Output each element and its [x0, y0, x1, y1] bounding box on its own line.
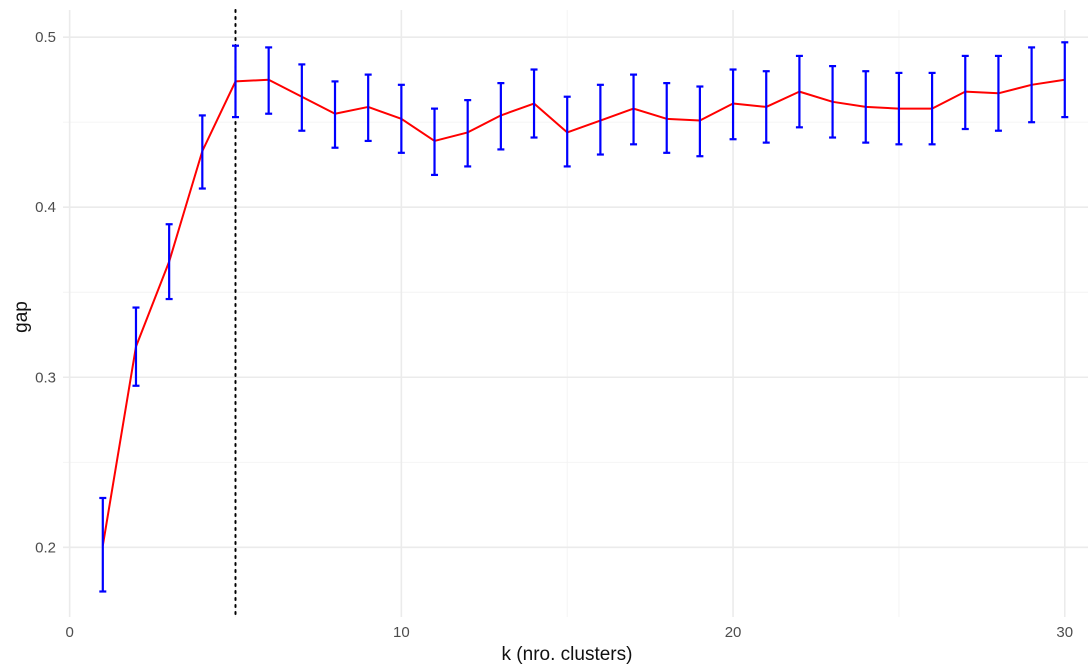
- error-bar: [729, 68, 737, 141]
- gap-line: [101, 78, 1065, 546]
- error-bar: [829, 65, 837, 139]
- error-bar: [762, 70, 770, 144]
- error-bar: [563, 95, 571, 168]
- y-tick-label: 0.2: [35, 539, 56, 556]
- y-tick-label: 0.5: [35, 29, 56, 46]
- error-bar: [1061, 41, 1069, 119]
- y-axis-tick-labels: 0.2 0.3 0.4 0.5: [35, 29, 56, 556]
- error-bar: [231, 44, 239, 119]
- error-bar: [1028, 46, 1036, 124]
- y-tick-label: 0.3: [35, 369, 56, 386]
- x-axis-tick-labels: 0 10 20 30: [65, 624, 1073, 641]
- error-bar: [464, 99, 472, 168]
- error-bar: [331, 80, 339, 149]
- error-bar: [994, 54, 1002, 132]
- error-bar: [928, 71, 936, 146]
- error-bar: [165, 223, 173, 301]
- x-tick-label: 10: [393, 624, 410, 641]
- error-bar: [431, 107, 439, 177]
- error-bar: [397, 83, 405, 154]
- y-tick-label: 0.4: [35, 199, 56, 216]
- y-axis-title: gap: [11, 301, 32, 333]
- error-bar: [696, 85, 704, 158]
- error-bar: [862, 70, 870, 144]
- error-bar: [497, 82, 505, 151]
- error-bar: [530, 68, 538, 139]
- error-bar: [298, 63, 306, 132]
- error-bar: [198, 114, 206, 190]
- x-tick-label: 20: [725, 624, 742, 641]
- x-tick-label: 30: [1056, 624, 1073, 641]
- x-tick-label: 0: [65, 624, 73, 641]
- error-bar: [663, 82, 671, 154]
- x-axis-title: k (nro. clusters): [502, 644, 633, 665]
- error-bar: [132, 306, 140, 387]
- error-bar: [265, 46, 273, 115]
- error-bar: [364, 73, 372, 143]
- error-bar: [895, 71, 903, 146]
- error-bar: [795, 54, 803, 129]
- error-bar: [961, 54, 969, 131]
- grid-lines: [63, 10, 1088, 617]
- error-bar: [99, 496, 107, 593]
- gap-line-series: [101, 78, 1065, 546]
- error-bars: [99, 41, 1069, 593]
- error-bar: [630, 73, 638, 146]
- error-bar: [596, 83, 604, 156]
